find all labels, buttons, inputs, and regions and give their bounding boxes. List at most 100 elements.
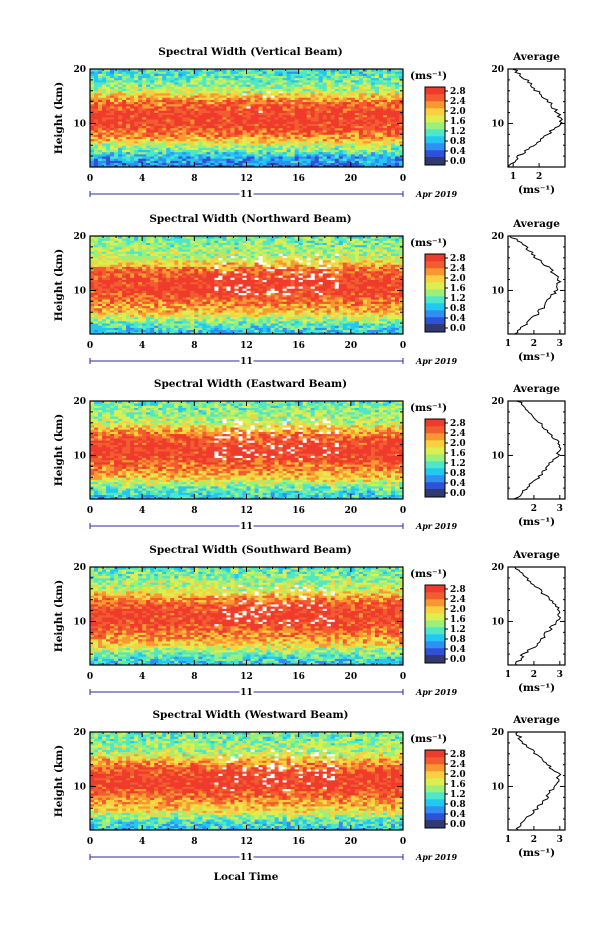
colorbar-segment (425, 592, 445, 599)
colorbar-tick-label: 2.8 (450, 419, 466, 429)
colorbar-tick-label: 0.0 (450, 324, 466, 334)
colorbar-segment (425, 324, 445, 332)
date-label: Apr 2019 (415, 356, 458, 366)
heatmap (90, 567, 403, 665)
colorbar-tick-label: 2.8 (450, 87, 466, 97)
colorbar-segment (425, 757, 445, 764)
avg-x-tick-label: 3 (557, 504, 563, 514)
x-tick-label: 0 (400, 837, 406, 847)
colorbar-segment (425, 620, 445, 627)
y-tick-label: 20 (73, 563, 86, 573)
average-x-label: (ms⁻¹) (518, 682, 555, 694)
colorbar-tick-label: 0.0 (450, 157, 466, 167)
colorbar-segment (425, 778, 445, 785)
x-tick-label: 8 (191, 506, 197, 516)
colorbar-tick-label: 1.2 (450, 459, 466, 469)
colorbar-segment (425, 440, 445, 447)
average-x-label: (ms⁻¹) (518, 516, 555, 528)
colorbar-segment (425, 157, 445, 165)
date-label: Apr 2019 (415, 189, 458, 199)
panel-2: Spectral Width (Northward Beam)1020Heigh… (53, 213, 565, 367)
colorbar-segment (425, 317, 445, 324)
colorbar-segment (425, 108, 445, 115)
colorbar-tick-label: 0.8 (450, 304, 466, 314)
colorbar-tick-label: 0.4 (450, 479, 466, 489)
x-tick-label: 20 (345, 174, 358, 184)
colorbar-tick-label: 2.0 (450, 439, 466, 449)
colorbar-segment (425, 792, 445, 799)
colorbar-segment (425, 136, 445, 143)
heatmap (90, 236, 403, 334)
colorbar-tick-label: 1.2 (450, 127, 466, 137)
colorbar-tick-label: 2.8 (450, 585, 466, 595)
colorbar-tick-label: 0.8 (450, 469, 466, 479)
colorbar-segment (425, 433, 445, 440)
heatmap (90, 401, 403, 499)
colorbar-unit: (ms⁻¹) (410, 237, 447, 249)
avg-x-tick-label: 2 (531, 339, 537, 349)
panel-title: Spectral Width (Southward Beam) (149, 544, 351, 556)
date-label: Apr 2019 (415, 521, 458, 531)
average-frame (508, 567, 565, 665)
panel-title: Spectral Width (Eastward Beam) (154, 378, 347, 390)
panel-1: Spectral Width (Vertical Beam)1020Height… (53, 46, 565, 200)
x-tick-label: 0 (87, 672, 93, 682)
colorbar-segment (425, 634, 445, 641)
x-axis-label: Local Time (214, 871, 279, 883)
day-label: 11 (240, 688, 253, 698)
average-x-label: (ms⁻¹) (518, 847, 555, 859)
average-title: Average (512, 218, 560, 230)
average-frame (508, 732, 565, 830)
avg-y-tick-label: 20 (491, 65, 504, 75)
x-tick-label: 20 (345, 672, 358, 682)
y-tick-label: 20 (73, 65, 86, 75)
colorbar-tick-label: 2.4 (450, 595, 466, 605)
colorbar-tick-label: 2.0 (450, 107, 466, 117)
colorbar-segment (425, 87, 445, 94)
colorbar-tick-label: 0.8 (450, 137, 466, 147)
day-label: 11 (240, 357, 253, 367)
x-tick-label: 8 (191, 341, 197, 351)
panel-title: Spectral Width (Northward Beam) (149, 213, 351, 225)
colorbar-segment (425, 143, 445, 150)
colorbar-segment (425, 122, 445, 129)
colorbar-segment (425, 764, 445, 771)
x-tick-label: 16 (292, 672, 305, 682)
x-tick-label: 8 (191, 174, 197, 184)
avg-y-tick-label: 20 (491, 397, 504, 407)
avg-y-tick-label: 20 (491, 232, 504, 242)
colorbar-tick-label: 2.4 (450, 264, 466, 274)
average-x-label: (ms⁻¹) (518, 184, 555, 196)
x-tick-label: 16 (292, 506, 305, 516)
avg-x-tick-label: 1 (505, 835, 511, 845)
avg-x-tick-label: 2 (536, 172, 542, 182)
colorbar-tick-label: 0.0 (450, 820, 466, 830)
avg-y-tick-label: 10 (491, 782, 504, 792)
colorbar-tick-label: 0.8 (450, 635, 466, 645)
average-frame (508, 236, 565, 334)
x-tick-label: 12 (240, 506, 253, 516)
colorbar-tick-label: 1.6 (450, 449, 466, 459)
avg-x-tick-label: 1 (505, 339, 511, 349)
colorbar-tick-label: 1.6 (450, 117, 466, 127)
x-tick-label: 12 (240, 174, 253, 184)
panel-3: Spectral Width (Eastward Beam)1020Height… (53, 378, 565, 532)
avg-x-tick-label: 2 (531, 835, 537, 845)
colorbar-segment (425, 101, 445, 108)
colorbar-segment (425, 275, 445, 282)
x-tick-label: 4 (139, 672, 145, 682)
y-tick-label: 10 (73, 617, 86, 627)
colorbar-tick-label: 0.8 (450, 800, 466, 810)
colorbar-segment (425, 461, 445, 468)
x-tick-label: 8 (191, 672, 197, 682)
avg-y-tick-label: 10 (491, 286, 504, 296)
colorbar-segment (425, 310, 445, 317)
colorbar-tick-label: 2.8 (450, 750, 466, 760)
avg-x-tick-label: 3 (557, 670, 563, 680)
colorbar-segment (425, 447, 445, 454)
x-tick-label: 20 (345, 506, 358, 516)
y-tick-label: 10 (73, 451, 86, 461)
colorbar-segment (425, 489, 445, 497)
y-tick-label: 10 (73, 286, 86, 296)
